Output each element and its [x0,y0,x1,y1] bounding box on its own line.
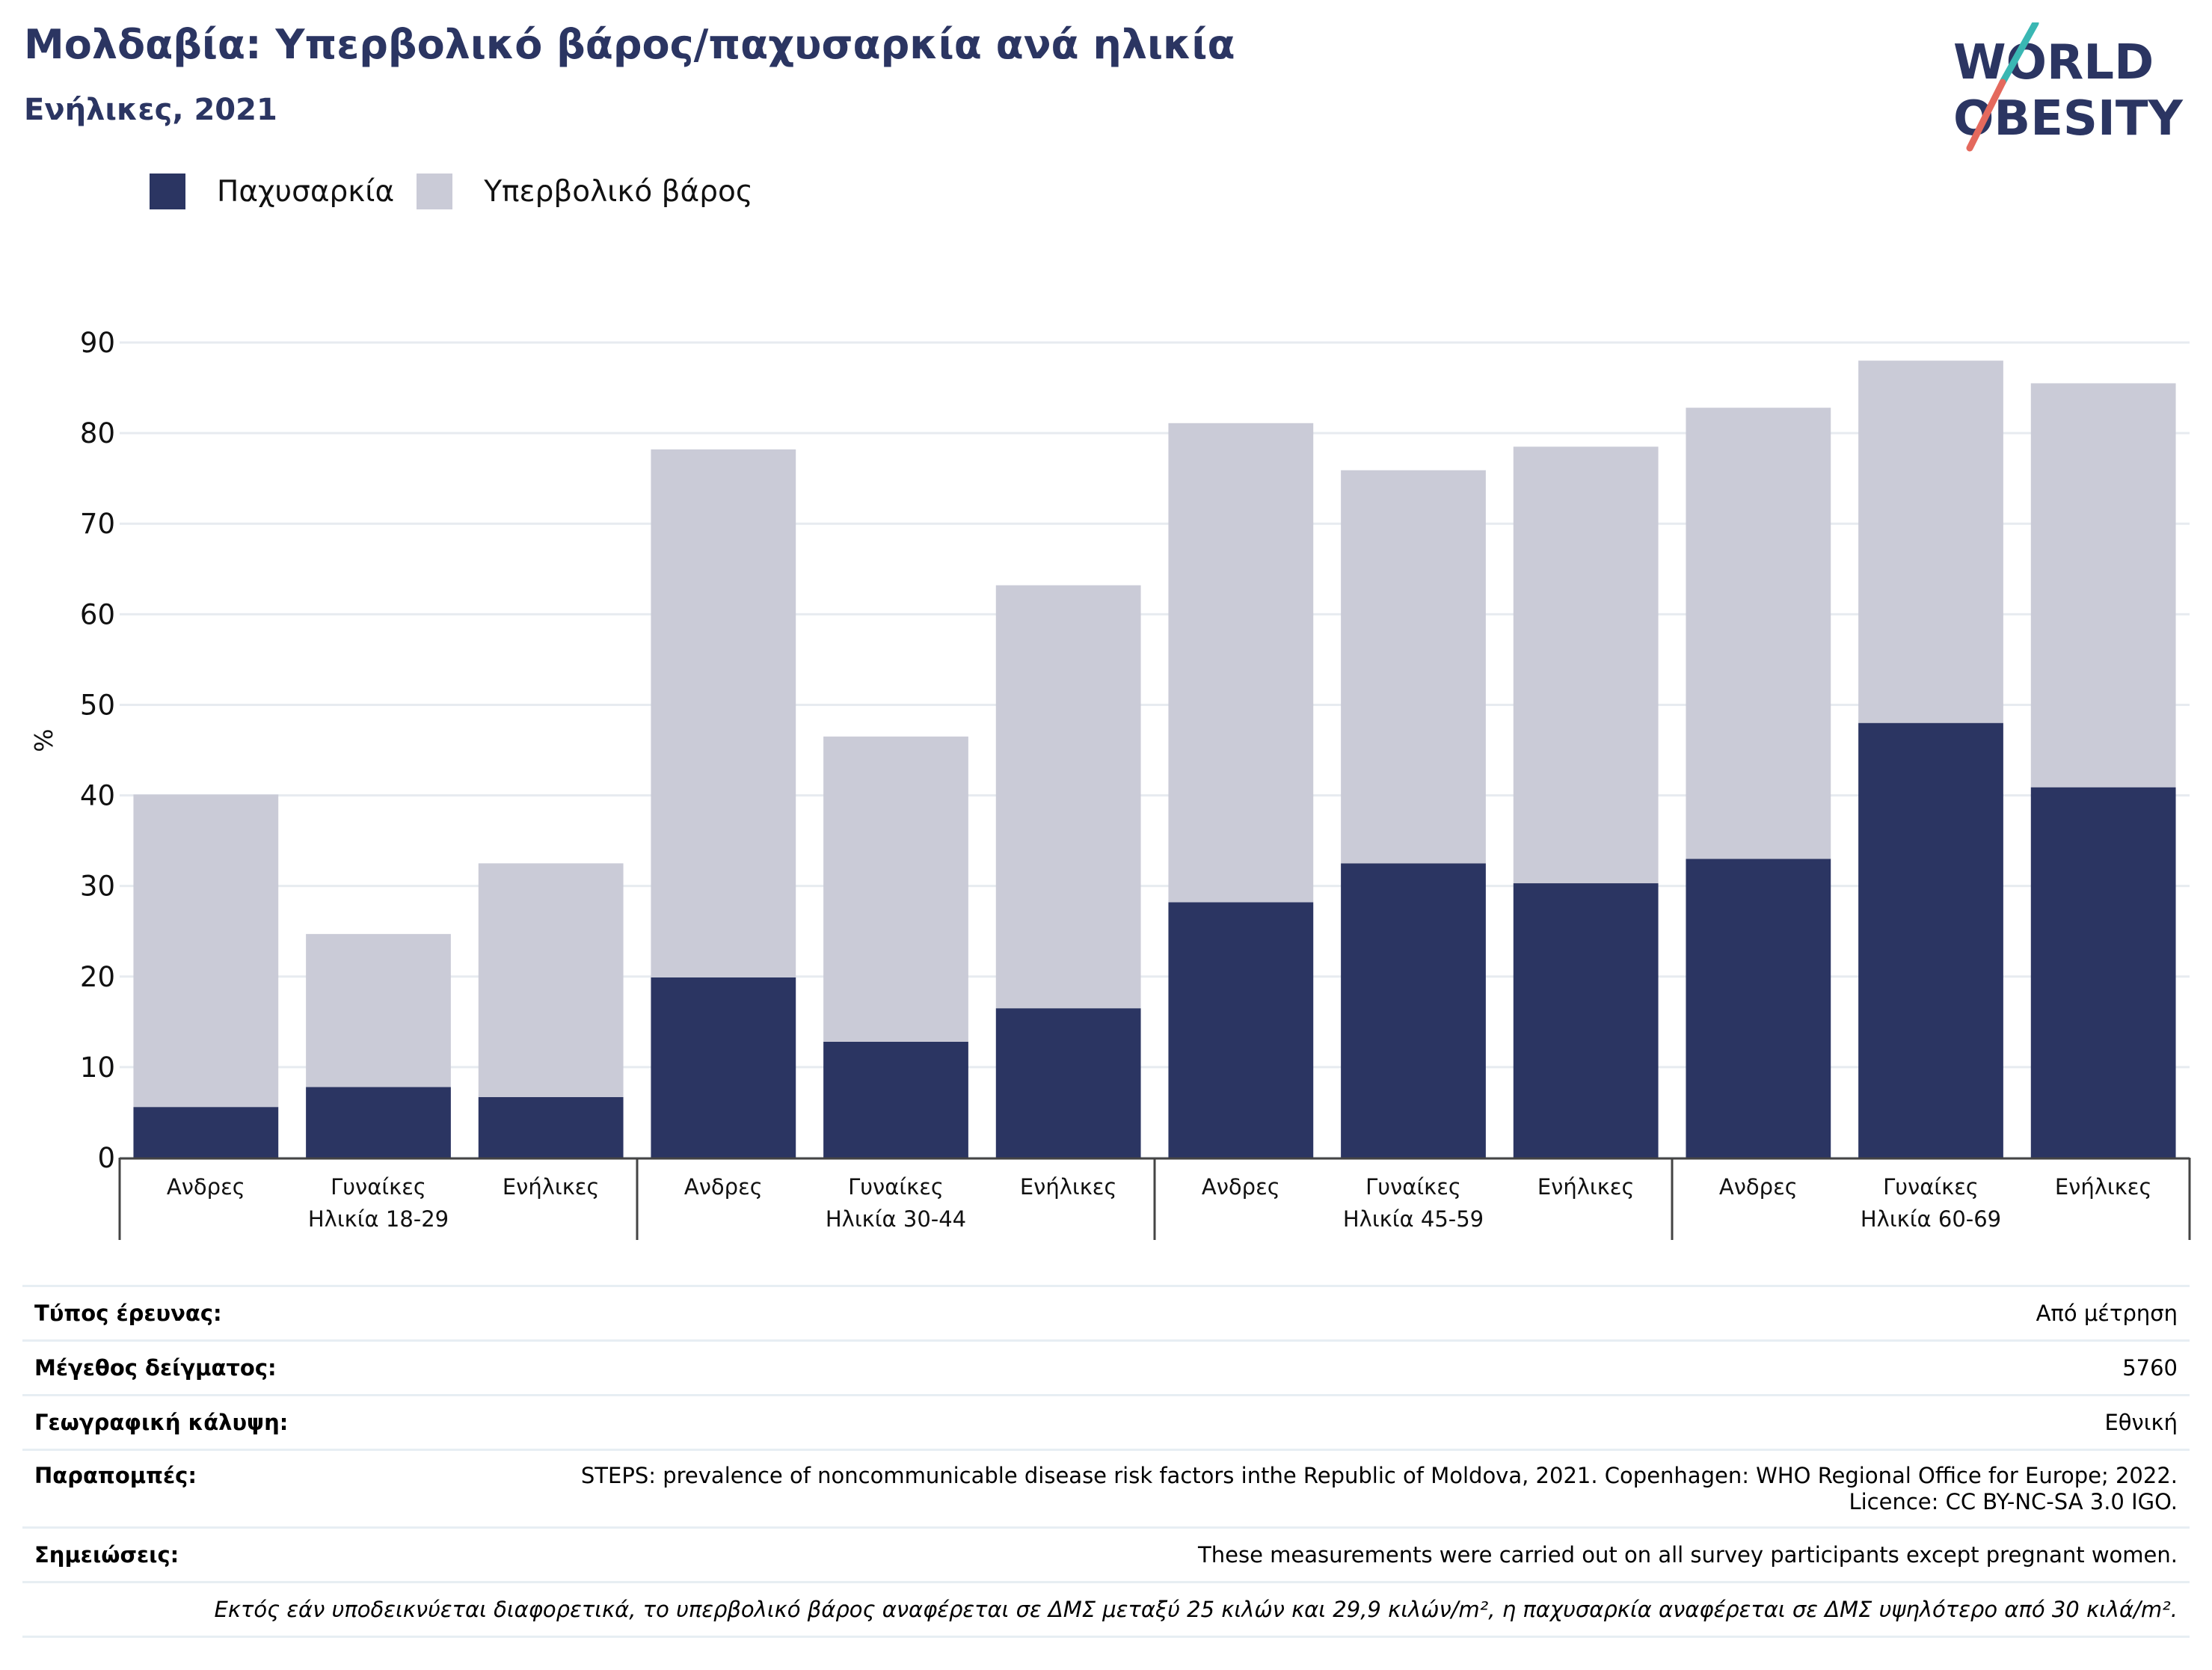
bar-overweight [133,794,279,1108]
y-tick-label: 0 [97,1142,115,1174]
legend-label-overweight: Υπερβολικό βάρος [484,174,753,209]
bar-overweight [1168,423,1314,903]
stacked-bar-chart: 0 10 20 30 40 50 60 70 80 90% Ανδρες Γυναίκες Ενήλικ… [29,327,2191,1240]
info-value-notes: These measurements were carried out on a… [1198,1541,2178,1568]
legend-item-overweight: Υπερβολικό βάρος [417,174,753,209]
info-label-references: Παραπομπές: [34,1463,197,1488]
x-tick-label: Ανδρες [684,1174,763,1200]
bar-overweight [1513,446,1659,884]
chart-legend: Παχυσαρκία Υπερβολικό βάρος [150,171,775,212]
logo-slash-red [1966,79,2006,152]
world-obesity-logo: WORLD OBESITY [1953,22,2183,152]
x-tick-label: Ανδρες [167,1174,245,1200]
logo-slash-teal [1999,22,2039,86]
bar-overweight [995,585,1141,1009]
info-value-survey-type: Από μέτρηση [2036,1300,2178,1326]
legend-item-obesity: Παχυσαρκία [150,174,394,209]
bar-obesity [995,1008,1141,1158]
x-tick-label: Γυναίκες [1365,1174,1461,1200]
chart-subtitle: Ενήλικες, 2021 [24,93,277,127]
bar-obesity [133,1107,279,1158]
bar-obesity [1168,902,1314,1158]
y-axis-label: % [29,728,58,752]
info-value-references: STEPS: prevalence of noncommunicable dis… [580,1463,2178,1514]
x-tick-label: Ενήλικες [1537,1174,1635,1200]
bmi-footnote: Εκτός εάν υποδεικνύεται διαφορετικά, το … [22,1581,2190,1638]
bar-obesity [1858,722,2003,1158]
group-label: Ηλικία 45-59 [1343,1206,1484,1232]
y-tick-label: 60 [80,598,115,630]
x-tick-label: Γυναίκες [331,1174,426,1200]
survey-info-table: Τύπος έρευνας: Από μέτρηση Μέγεθος δείγμ… [22,1285,2190,1638]
x-tick-label: Ενήλικες [503,1174,600,1200]
bar-overweight [306,933,451,1087]
bar-obesity [306,1087,451,1158]
y-tick-label: 40 [80,780,115,812]
bar-obesity [1686,859,1831,1158]
bar-overweight [2030,383,2176,788]
legend-swatch-obesity [150,174,185,209]
info-row-sample-size: Μέγεθος δείγματος: 5760 [22,1339,2190,1394]
x-tick-label: Γυναίκες [848,1174,944,1200]
y-tick-label: 80 [80,417,115,449]
bar-obesity [823,1041,968,1158]
x-tick-label: Ενήλικες [1020,1174,1117,1200]
x-tick-label: Γυναίκες [1883,1174,1979,1200]
info-label-sample-size: Μέγεθος δείγματος: [34,1354,277,1381]
bar-obesity [478,1096,624,1158]
info-row-references: Παραπομπές: STEPS: prevalence of noncomm… [22,1449,2190,1526]
bar-overweight [1686,408,1831,859]
info-row-coverage: Γεωγραφική κάλυψη: Εθνική [22,1394,2190,1449]
x-tick-label: Ανδρες [1202,1174,1280,1200]
info-row-notes: Σημειώσεις: These measurements were carr… [22,1526,2190,1581]
info-value-coverage: Εθνική [2104,1409,2178,1435]
bar-obesity [1341,863,1486,1158]
logo-word-1: WORLD [1953,35,2154,90]
bar-overweight [478,863,624,1097]
group-label: Ηλικία 60-69 [1861,1206,2001,1232]
info-label-notes: Σημειώσεις: [34,1541,179,1568]
x-tick-label: Ανδρες [1719,1174,1798,1200]
bar-overweight [1341,470,1486,864]
group-label: Ηλικία 18-29 [308,1206,449,1232]
info-value-sample-size: 5760 [2122,1354,2178,1381]
y-tick-label: 70 [80,508,115,540]
legend-label-obesity: Παχυσαρκία [217,174,395,209]
info-row-survey-type: Τύπος έρευνας: Από μέτρηση [22,1285,2190,1339]
info-label-survey-type: Τύπος έρευνας: [34,1300,222,1326]
legend-swatch-overweight [417,174,453,209]
x-tick-label: Ενήλικες [2055,1174,2152,1200]
bar-obesity [651,977,796,1158]
y-tick-label: 10 [80,1052,115,1084]
chart-title: Μολδαβία: Υπερβολικό βάρος/παχυσαρκία αν… [24,21,1235,68]
bar-overweight [651,449,796,977]
group-label: Ηλικία 30-44 [826,1206,966,1232]
y-tick-label: 90 [80,327,115,359]
y-tick-label: 30 [80,871,115,903]
bar-overweight [823,736,968,1042]
y-tick-label: 20 [80,961,115,993]
bar-obesity [2030,787,2176,1158]
bar-obesity [1513,883,1659,1158]
y-tick-label: 50 [80,689,115,721]
info-label-coverage: Γεωγραφική κάλυψη: [34,1409,289,1435]
bar-overweight [1858,360,2003,723]
